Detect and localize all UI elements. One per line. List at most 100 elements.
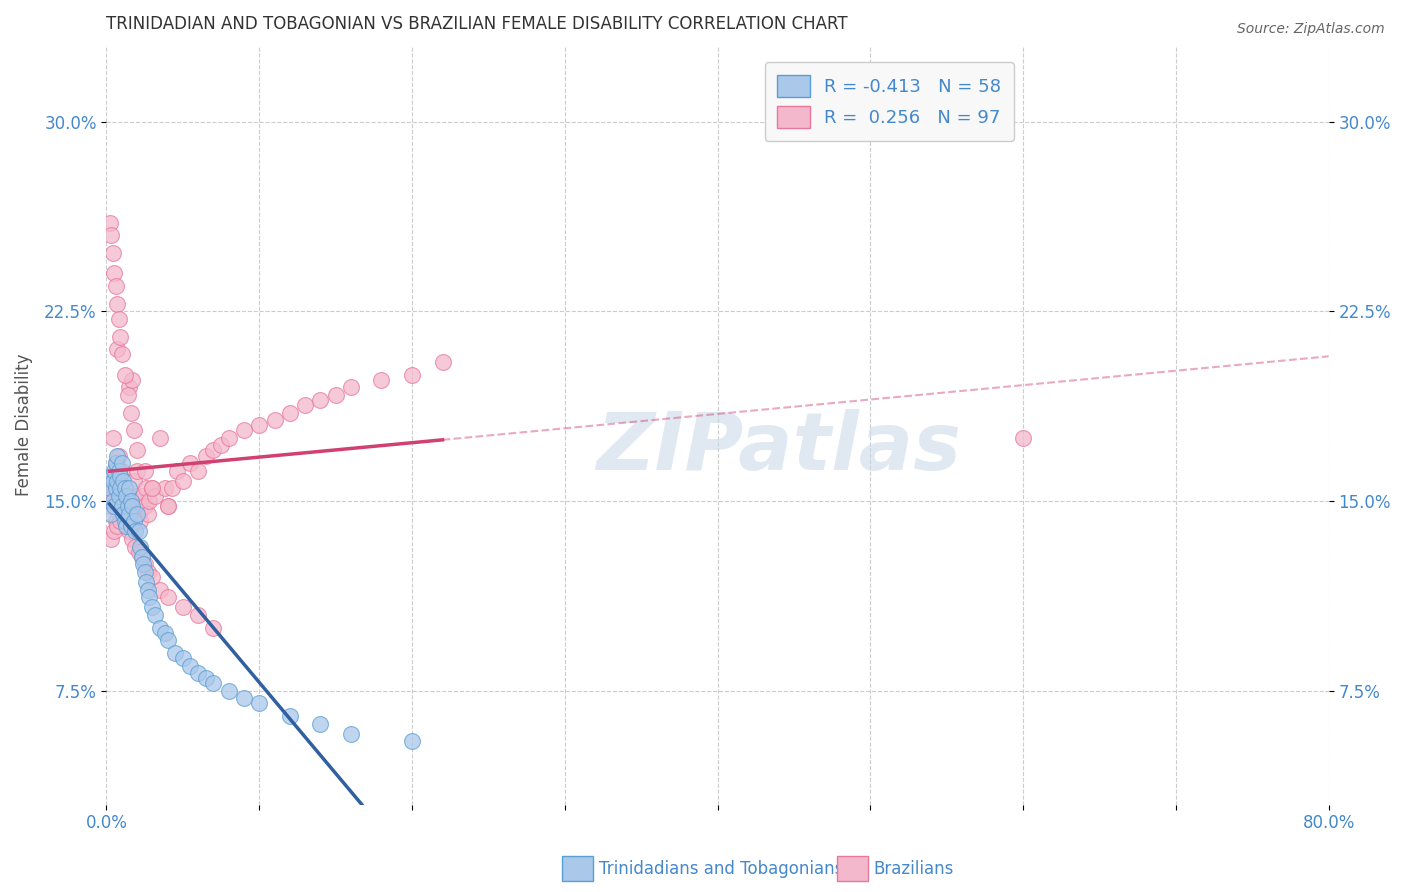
Point bbox=[98, 482, 121, 496]
Point bbox=[104, 279, 127, 293]
Point bbox=[370, 373, 392, 387]
Point bbox=[143, 489, 166, 503]
Point bbox=[117, 507, 139, 521]
Point bbox=[107, 449, 129, 463]
Point bbox=[101, 489, 124, 503]
Point bbox=[105, 519, 128, 533]
Point bbox=[179, 456, 201, 470]
Point bbox=[100, 228, 122, 243]
Point bbox=[134, 499, 156, 513]
Point bbox=[141, 482, 163, 496]
Point bbox=[107, 312, 129, 326]
Point bbox=[117, 388, 139, 402]
Point bbox=[194, 449, 217, 463]
Point bbox=[112, 474, 135, 488]
Point bbox=[105, 343, 128, 357]
Point bbox=[432, 355, 454, 369]
Point bbox=[156, 499, 179, 513]
Point bbox=[104, 456, 127, 470]
Point bbox=[124, 494, 146, 508]
Point bbox=[111, 347, 134, 361]
Point bbox=[103, 482, 125, 496]
Point bbox=[129, 514, 152, 528]
Point bbox=[136, 582, 159, 597]
Point bbox=[122, 474, 145, 488]
Point bbox=[108, 514, 131, 528]
Point bbox=[160, 482, 183, 496]
Point bbox=[103, 266, 125, 280]
Point bbox=[101, 474, 124, 488]
Point bbox=[100, 532, 122, 546]
Point bbox=[131, 549, 153, 564]
Point bbox=[108, 468, 131, 483]
Point bbox=[1012, 431, 1035, 445]
Point bbox=[156, 633, 179, 648]
Point bbox=[309, 716, 332, 731]
Point bbox=[107, 489, 129, 503]
Text: ZIPatlas: ZIPatlas bbox=[596, 409, 962, 487]
Point bbox=[122, 514, 145, 528]
Point bbox=[108, 329, 131, 343]
Point bbox=[209, 438, 232, 452]
Point bbox=[218, 431, 240, 445]
Point bbox=[120, 405, 142, 419]
Point bbox=[100, 507, 122, 521]
Point bbox=[187, 666, 209, 681]
Point bbox=[247, 418, 270, 433]
Point bbox=[114, 519, 136, 533]
Point bbox=[104, 514, 127, 528]
Point bbox=[111, 456, 134, 470]
Point bbox=[136, 507, 159, 521]
Point bbox=[100, 468, 122, 483]
Point bbox=[115, 499, 138, 513]
Point bbox=[111, 514, 134, 528]
Point bbox=[131, 499, 153, 513]
Text: Brazilians: Brazilians bbox=[873, 860, 953, 878]
Point bbox=[101, 246, 124, 260]
Point bbox=[172, 474, 194, 488]
Text: Trinidadians and Tobagonians: Trinidadians and Tobagonians bbox=[599, 860, 844, 878]
Point bbox=[111, 464, 134, 478]
Point bbox=[172, 600, 194, 615]
Point bbox=[101, 494, 124, 508]
Point bbox=[111, 499, 134, 513]
Point bbox=[129, 540, 152, 554]
Point bbox=[325, 388, 347, 402]
Point bbox=[117, 499, 139, 513]
Point bbox=[118, 507, 141, 521]
Point bbox=[122, 507, 145, 521]
Point bbox=[108, 482, 131, 496]
Point bbox=[118, 489, 141, 503]
Point bbox=[135, 575, 157, 590]
Point bbox=[98, 216, 121, 230]
Point bbox=[340, 380, 363, 394]
Point bbox=[115, 519, 138, 533]
Point bbox=[156, 499, 179, 513]
Point bbox=[141, 482, 163, 496]
Point bbox=[125, 507, 148, 521]
Point bbox=[114, 482, 136, 496]
Point bbox=[179, 658, 201, 673]
Point bbox=[187, 464, 209, 478]
Point bbox=[114, 368, 136, 382]
Point bbox=[149, 582, 172, 597]
Point bbox=[112, 507, 135, 521]
Point bbox=[153, 625, 176, 640]
Point bbox=[105, 474, 128, 488]
Point bbox=[187, 607, 209, 622]
Point bbox=[112, 499, 135, 513]
Point bbox=[134, 558, 156, 572]
Point bbox=[143, 607, 166, 622]
Point bbox=[104, 456, 127, 470]
Point bbox=[120, 519, 142, 533]
Point bbox=[202, 443, 225, 458]
Point bbox=[156, 591, 179, 605]
Point bbox=[115, 499, 138, 513]
Point bbox=[218, 683, 240, 698]
Point bbox=[165, 646, 187, 660]
Point bbox=[172, 651, 194, 665]
Point bbox=[122, 423, 145, 437]
Point bbox=[263, 413, 285, 427]
Point bbox=[118, 482, 141, 496]
Point bbox=[120, 499, 142, 513]
